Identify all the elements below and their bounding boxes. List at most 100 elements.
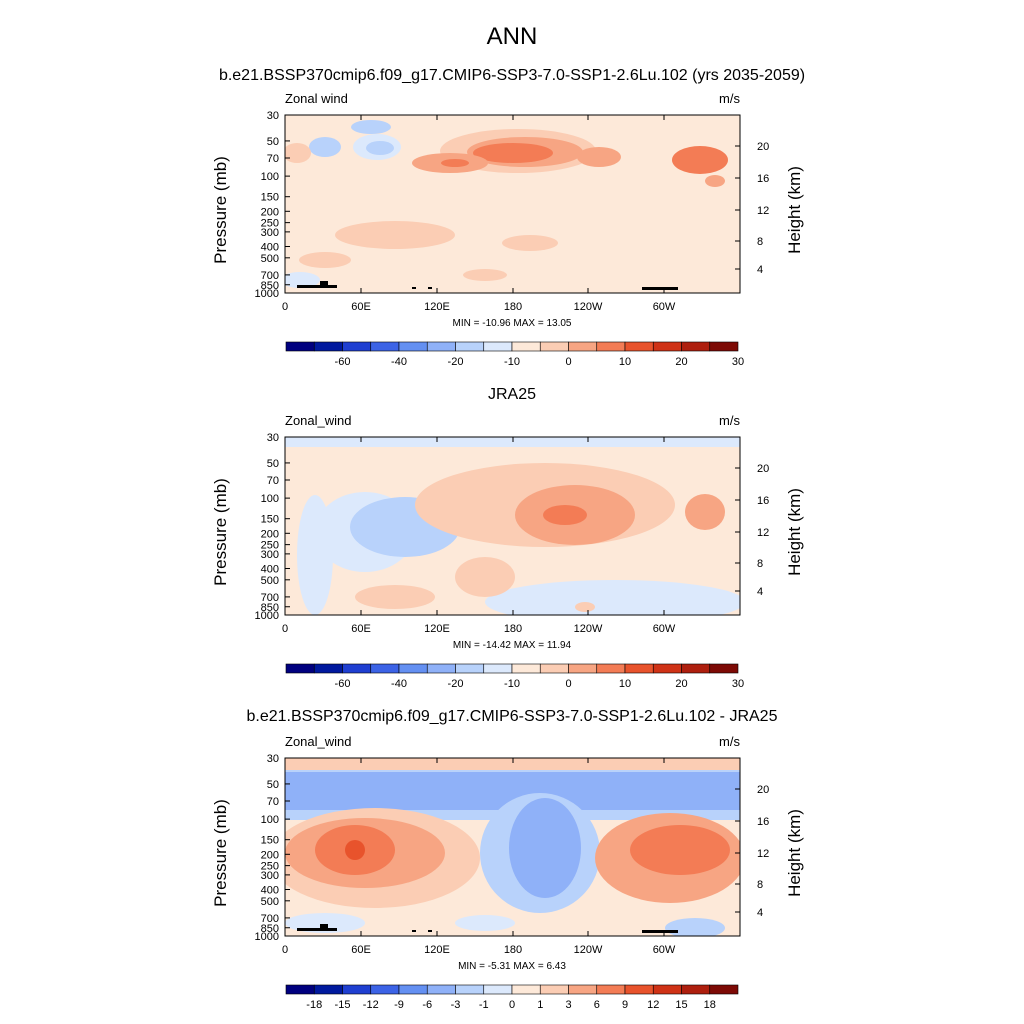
contour-region <box>285 272 320 288</box>
colorbar-label: 20 <box>675 356 687 368</box>
panel-left-label: Zonal_wind <box>285 734 352 749</box>
panel-left-label: Zonal_wind <box>285 413 352 428</box>
colorbar-swatch <box>681 341 711 352</box>
colorbar-swatch <box>455 341 485 352</box>
y-tick-label: 50 <box>267 136 279 148</box>
y-tick-label: 50 <box>267 458 279 470</box>
y-right-tick-label: 16 <box>757 495 769 507</box>
contour-region <box>509 798 581 898</box>
colorbar-swatch <box>568 341 598 352</box>
y-tick-label: 850 <box>261 280 279 292</box>
y-tick-label: 150 <box>261 835 279 847</box>
panels: b.e21.BSSP370cmip6.f09_g17.CMIP6-SSP3-7.… <box>211 67 805 1011</box>
colorbar-label: -12 <box>363 999 379 1011</box>
y-right-tick-label: 16 <box>757 816 769 828</box>
panel-title: b.e21.BSSP370cmip6.f09_g17.CMIP6-SSP3-7.… <box>219 67 805 84</box>
colorbar-swatch <box>313 663 343 674</box>
y-tick-label: 1000 <box>255 931 279 943</box>
colorbar-label: 12 <box>647 999 659 1011</box>
y-tick-label: 300 <box>261 870 279 882</box>
colorbar-swatch <box>370 341 400 352</box>
contour-region <box>345 840 365 860</box>
y-tick-label: 250 <box>261 540 279 552</box>
x-tick-label: 60E <box>351 623 371 635</box>
colorbar-swatch <box>681 984 711 995</box>
colorbar-swatch <box>426 663 456 674</box>
contour-region <box>672 146 728 174</box>
colorbar-label: 10 <box>619 678 631 690</box>
x-tick-label: 0 <box>282 623 288 635</box>
contour-region <box>366 141 394 155</box>
contour-region <box>577 147 621 167</box>
y-axis-label: Pressure (mb) <box>211 799 230 907</box>
panel-model: b.e21.BSSP370cmip6.f09_g17.CMIP6-SSP3-7.… <box>211 67 805 368</box>
x-tick-label: 60W <box>653 301 676 313</box>
panel-title: JRA25 <box>488 386 536 403</box>
y-tick-label: 200 <box>261 849 279 861</box>
colorbar-label: 0 <box>509 999 515 1011</box>
colorbar-swatch <box>426 984 456 995</box>
colorbar-swatch <box>539 663 569 674</box>
colorbar-swatch <box>483 341 513 352</box>
colorbar-label: -40 <box>391 356 407 368</box>
colorbar-label: 9 <box>622 999 628 1011</box>
contour-region <box>705 175 725 187</box>
y-right-tick-label: 4 <box>757 264 763 276</box>
contour-region <box>543 505 587 525</box>
colorbar-label: 30 <box>732 356 744 368</box>
colorbar-label: 0 <box>565 356 571 368</box>
colorbar-label: -60 <box>335 356 351 368</box>
colorbar-swatch <box>539 984 569 995</box>
colorbar-label: 18 <box>704 999 716 1011</box>
colorbar-label: 15 <box>675 999 687 1011</box>
x-tick-label: 120E <box>424 944 450 956</box>
y-tick-label: 70 <box>267 153 279 165</box>
y-right-tick-label: 12 <box>757 848 769 860</box>
y-tick-label: 400 <box>261 241 279 253</box>
y-right-tick-label: 12 <box>757 527 769 539</box>
colorbar-swatch <box>483 663 513 674</box>
x-tick-label: 120E <box>424 623 450 635</box>
y-axis-label-right: Height (km) <box>785 809 804 897</box>
colorbar-label: 6 <box>594 999 600 1011</box>
y-tick-label: 70 <box>267 796 279 808</box>
stats-label: MIN = -10.96 MAX = 13.05 <box>453 318 572 329</box>
x-tick-label: 0 <box>282 944 288 956</box>
colorbar-swatch <box>568 984 598 995</box>
colorbar-label: 10 <box>619 356 631 368</box>
y-tick-label: 850 <box>261 923 279 935</box>
y-tick-label: 700 <box>261 913 279 925</box>
contour-region <box>685 494 725 530</box>
colorbar-label: -9 <box>394 999 404 1011</box>
y-tick-label: 200 <box>261 206 279 218</box>
y-tick-label: 500 <box>261 896 279 908</box>
y-axis-label-right: Height (km) <box>785 488 804 576</box>
contour-region <box>463 269 507 281</box>
x-tick-label: 60E <box>351 301 371 313</box>
topography-mask <box>320 281 328 285</box>
colorbar-label: -10 <box>504 356 520 368</box>
x-tick-label: 60E <box>351 944 371 956</box>
colorbar-swatch <box>596 341 626 352</box>
topography-mask <box>428 930 432 932</box>
colorbar-swatch <box>285 341 315 352</box>
colorbar-swatch <box>342 341 372 352</box>
y-right-tick-label: 16 <box>757 173 769 185</box>
y-tick-label: 700 <box>261 270 279 282</box>
y-tick-label: 400 <box>261 884 279 896</box>
stats-label: MIN = -5.31 MAX = 6.43 <box>458 961 566 972</box>
contour-region <box>455 557 515 597</box>
colorbar-swatch <box>511 663 541 674</box>
colorbar-swatch <box>596 984 626 995</box>
colorbar-label: -6 <box>422 999 432 1011</box>
y-tick-label: 500 <box>261 253 279 265</box>
x-tick-label: 180 <box>504 944 522 956</box>
y-right-tick-label: 8 <box>757 236 763 248</box>
panel-right-label: m/s <box>719 734 740 749</box>
y-tick-label: 150 <box>261 192 279 204</box>
contour-region <box>299 252 351 268</box>
plot-area <box>285 758 740 936</box>
x-tick-label: 180 <box>504 623 522 635</box>
y-right-tick-label: 8 <box>757 558 763 570</box>
